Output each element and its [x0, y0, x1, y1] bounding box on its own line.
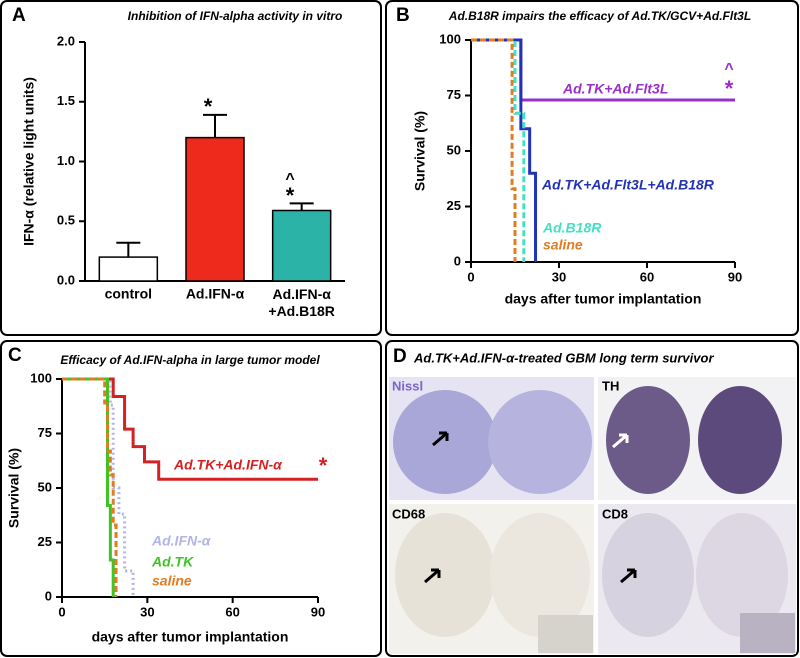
- annotation: *: [725, 76, 734, 101]
- x-tick-label: 0: [58, 604, 65, 619]
- image-inset: [538, 615, 593, 653]
- y-tick-label: 75: [447, 87, 461, 102]
- y-axis-label: Survival (%): [412, 111, 428, 191]
- image-tissue: [393, 390, 497, 494]
- y-tick-label: 100: [439, 31, 461, 46]
- y-axis-label: IFN-α (relative light units): [21, 77, 37, 246]
- stain-label: CD68: [392, 506, 425, 521]
- stain-label: CD8: [602, 506, 628, 521]
- x-tick-label: control: [105, 286, 152, 302]
- panel-label: B: [396, 5, 410, 26]
- survival-line: [471, 38, 517, 262]
- chart-title: Efficacy of Ad.IFN-alpha in large tumor …: [60, 353, 320, 367]
- survival-line: [471, 38, 526, 262]
- x-tick-label: 60: [640, 269, 654, 284]
- image-tissue: [395, 513, 495, 637]
- survival-line: [62, 377, 115, 597]
- series-label: Ad.TK+Ad.Flt3L: [562, 81, 668, 97]
- bar: [185, 136, 245, 282]
- series-label: saline: [152, 573, 192, 589]
- arrow: [612, 433, 629, 449]
- panel-label: D: [393, 346, 407, 367]
- x-tick-label: 90: [311, 604, 325, 619]
- y-tick-label: 50: [447, 142, 461, 157]
- x-tick-label: Ad.IFN-α +Ad.B18R: [268, 286, 335, 319]
- survival-line: [62, 377, 135, 597]
- image-tissue: [488, 390, 592, 494]
- image-tissue: [696, 513, 788, 637]
- x-tick-label: 0: [467, 269, 474, 284]
- x-axis-label: days after tumor implantation: [505, 291, 702, 307]
- series-label: Ad.TK+Ad.IFN-α: [173, 457, 283, 473]
- annotation: ^: [285, 171, 294, 188]
- arrow: [424, 568, 441, 584]
- survival-line: [62, 377, 118, 597]
- y-tick-label: 100: [30, 370, 52, 385]
- panel-border: [0, 340, 382, 657]
- bar: [98, 256, 159, 282]
- y-tick-label: 25: [38, 534, 52, 549]
- y-tick-label: 75: [38, 425, 52, 440]
- y-tick-label: 25: [447, 198, 461, 213]
- x-axis-label: days after tumor implantation: [92, 629, 289, 645]
- panel-title: Ad.TK+Ad.IFN-α-treated GBM long term sur…: [413, 350, 714, 365]
- image-inset: [740, 613, 795, 653]
- series-label: saline: [543, 237, 583, 253]
- y-tick-label: 0: [45, 588, 52, 603]
- annotation: *: [204, 94, 213, 119]
- annotation: *: [319, 453, 328, 478]
- x-tick-label: Ad.IFN-α: [186, 286, 245, 302]
- series-label: Ad.IFN-α: [151, 533, 212, 549]
- bar: [271, 209, 332, 282]
- annotation: ^: [724, 61, 733, 78]
- stain-label: Nissl: [392, 378, 423, 393]
- x-tick-label: 30: [552, 269, 566, 284]
- x-tick-label: 30: [140, 604, 154, 619]
- panel-border: [0, 0, 382, 336]
- arrow: [620, 568, 637, 584]
- y-tick-label: 0: [454, 253, 461, 268]
- chart-title: Ad.B18R impairs the efficacy of Ad.TK/GC…: [448, 9, 751, 23]
- stain-label: TH: [602, 378, 619, 393]
- series-label: Ad.TK+Ad.Flt3L+Ad.B18R: [541, 177, 715, 193]
- x-tick-label: 90: [728, 269, 742, 284]
- panel-label: C: [8, 345, 22, 366]
- arrow: [432, 431, 449, 447]
- histology-images: [389, 377, 796, 654]
- image-tissue: [606, 386, 690, 494]
- series-label: Ad.TK: [151, 554, 194, 570]
- panel-border: [385, 340, 799, 657]
- chart-title: Inhibition of IFN-alpha activity in vitr…: [128, 9, 343, 23]
- image-tissue: [698, 386, 782, 494]
- y-tick-label: 1.0: [57, 153, 75, 168]
- y-tick-label: 0.5: [57, 213, 75, 228]
- y-axis-label: Survival (%): [6, 448, 22, 528]
- panel-label: A: [12, 5, 26, 26]
- x-tick-label: 60: [225, 604, 239, 619]
- survival-line: [62, 377, 318, 481]
- panel-border: [385, 0, 799, 336]
- y-tick-label: 0.0: [57, 272, 75, 287]
- y-tick-label: 1.5: [57, 93, 75, 108]
- image-tissue: [602, 513, 694, 637]
- survival-line: [471, 38, 538, 262]
- y-tick-label: 2.0: [57, 33, 75, 48]
- image-tissue: [490, 513, 590, 637]
- annotation: *: [286, 183, 295, 208]
- series-label: Ad.B18R: [542, 220, 602, 236]
- y-tick-label: 50: [38, 479, 52, 494]
